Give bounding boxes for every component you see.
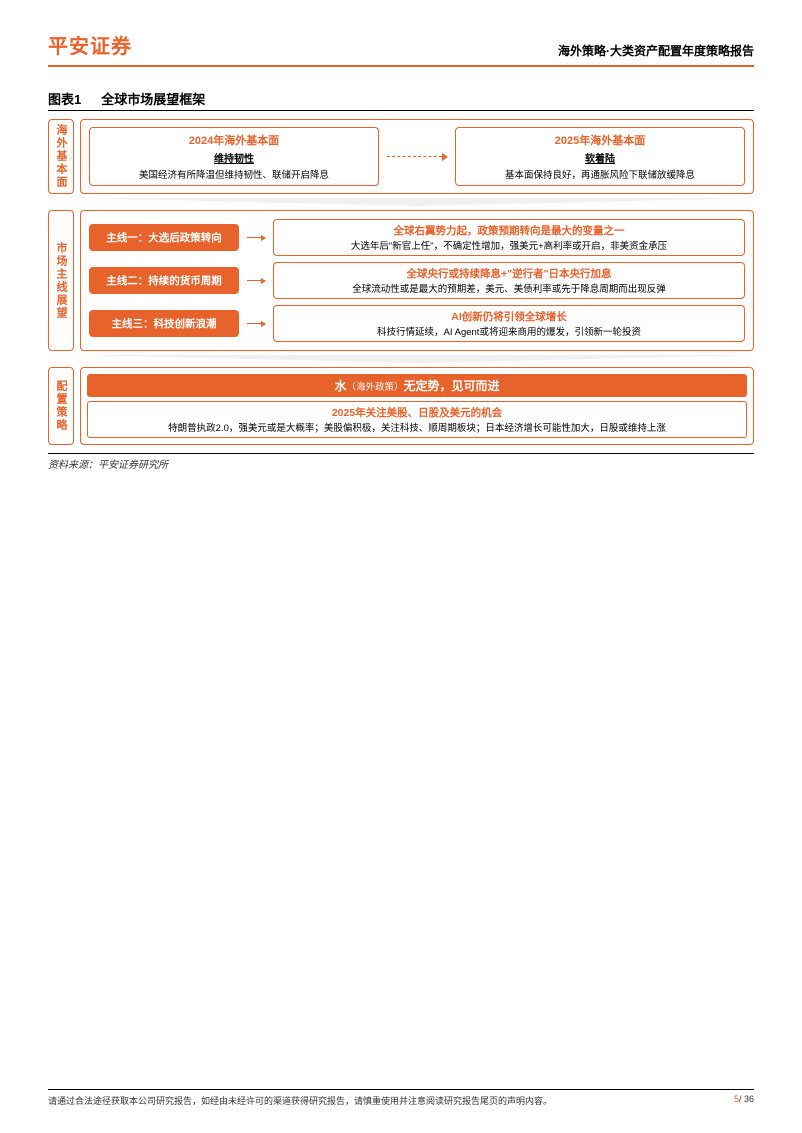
source-line: 资料来源：平安证券研究所	[48, 453, 754, 471]
fundamentals-vlabel-text: 海外基本面	[53, 124, 69, 189]
alloc-banner: 水（海外政策）无定势，见可而进	[87, 374, 747, 397]
page-total: 36	[744, 1094, 754, 1104]
fundamentals-row: 海外基本面 2024年海外基本面 维持韧性 美国经济有所降温但维持韧性、联储开启…	[48, 119, 754, 194]
themes-vlabel: 市场主线展望	[48, 210, 74, 351]
alloc-vlabel-text: 配置策略	[53, 380, 69, 432]
fund-2024-title: 2024年海外基本面	[96, 132, 372, 148]
framework-diagram: 海外基本面 2024年海外基本面 维持韧性 美国经济有所降温但维持韧性、联储开启…	[48, 119, 754, 445]
alloc-content: 水（海外政策）无定势，见可而进 2025年关注美股、日股及美元的机会 特朗普执政…	[80, 367, 754, 445]
fund-2025-desc: 基本面保持良好，再通胀风险下联储放缓降息	[462, 167, 738, 181]
arrow-icon	[247, 323, 265, 324]
alloc-sub-desc: 特朗普执政2.0，强美元或是大概率；美股偏积极，关注科技、顺周期板块；日本经济增…	[94, 420, 740, 434]
theme-2-box: 全球央行或持续降息+"逆行者"日本央行加息 全球流动性或是最大的预期差，美元、美…	[273, 262, 745, 299]
theme-3-desc: 科技行情延续，AI Agent或将迎来商用的爆发，引领新一轮投资	[280, 324, 738, 338]
down-connector-2	[80, 359, 754, 367]
chart-number: 图表1	[48, 92, 81, 107]
theme-2-desc: 全球流动性或是最大的预期差，美元、美债利率或先于降息周期而出现反弹	[280, 281, 738, 295]
arrow-icon	[247, 237, 265, 238]
theme-1-tag: 主线一：大选后政策转向	[89, 224, 239, 251]
theme-row-2: 主线二：持续的货币周期 全球央行或持续降息+"逆行者"日本央行加息 全球流动性或…	[89, 262, 745, 299]
alloc-sub-head: 2025年关注美股、日股及美元的机会	[94, 405, 740, 420]
theme-3-head: AI创新仍将引领全球增长	[280, 309, 738, 324]
fund-2024-desc: 美国经济有所降温但维持韧性、联储开启降息	[96, 167, 372, 181]
footer-disclaimer: 请通过合法途径获取本公司研究报告，如经由未经许可的渠道获得研究报告，请慎重使用并…	[48, 1094, 552, 1107]
themes-row: 市场主线展望 主线一：大选后政策转向 全球右翼势力起，政策预期转向是最大的变量之…	[48, 210, 754, 351]
allocation-row: 配置策略 水（海外政策）无定势，见可而进 2025年关注美股、日股及美元的机会 …	[48, 367, 754, 445]
page-number: 5/ 36	[734, 1094, 754, 1107]
dashed-arrow-icon	[387, 156, 447, 157]
page-footer: 请通过合法途径获取本公司研究报告，如经由未经许可的渠道获得研究报告，请慎重使用并…	[48, 1089, 754, 1107]
theme-2-head: 全球央行或持续降息+"逆行者"日本央行加息	[280, 266, 738, 281]
fund-2025-sub: 软着陆	[462, 150, 738, 165]
alloc-sub-box: 2025年关注美股、日股及美元的机会 特朗普执政2.0，强美元或是大概率；美股偏…	[87, 401, 747, 438]
theme-1-desc: 大选年后"新官上任"，不确定性增加，强美元+高利率或开启，非美资金承压	[280, 238, 738, 252]
theme-2-tag: 主线二：持续的货币周期	[89, 267, 239, 294]
theme-1-head: 全球右翼势力起，政策预期转向是最大的变量之一	[280, 223, 738, 238]
theme-row-3: 主线三：科技创新浪潮 AI创新仍将引领全球增长 科技行情延续，AI Agent或…	[89, 305, 745, 342]
theme-3-box: AI创新仍将引领全球增长 科技行情延续，AI Agent或将迎来商用的爆发，引领…	[273, 305, 745, 342]
alloc-vlabel: 配置策略	[48, 367, 74, 445]
arrow-icon	[247, 280, 265, 281]
themes-content: 主线一：大选后政策转向 全球右翼势力起，政策预期转向是最大的变量之一 大选年后"…	[80, 210, 754, 351]
themes-vlabel-text: 市场主线展望	[53, 242, 69, 320]
chart-name: 全球市场展望框架	[101, 92, 205, 107]
theme-row-1: 主线一：大选后政策转向 全球右翼势力起，政策预期转向是最大的变量之一 大选年后"…	[89, 219, 745, 256]
fundamentals-vlabel: 海外基本面	[48, 119, 74, 194]
fundamentals-content: 2024年海外基本面 维持韧性 美国经济有所降温但维持韧性、联储开启降息 202…	[80, 119, 754, 194]
fund-2025-box: 2025年海外基本面 软着陆 基本面保持良好，再通胀风险下联储放缓降息	[455, 127, 745, 186]
fund-2024-box: 2024年海外基本面 维持韧性 美国经济有所降温但维持韧性、联储开启降息	[89, 127, 379, 186]
report-category: 海外策略·大类资产配置年度策略报告	[558, 42, 754, 59]
alloc-banner-small: （海外政策）	[346, 382, 403, 393]
theme-1-box: 全球右翼势力起，政策预期转向是最大的变量之一 大选年后"新官上任"，不确定性增加…	[273, 219, 745, 256]
page-header: 平安证券 海外策略·大类资产配置年度策略报告	[48, 30, 754, 67]
company-logo: 平安证券	[48, 30, 132, 59]
fund-2025-title: 2025年海外基本面	[462, 132, 738, 148]
theme-3-tag: 主线三：科技创新浪潮	[89, 310, 239, 337]
chart-title-bar: 图表1 全球市场展望框架	[48, 89, 754, 111]
down-connector-1	[80, 202, 754, 210]
alloc-banner-rest: 无定势，见可而进	[404, 379, 500, 393]
alloc-banner-main: 水	[334, 379, 346, 393]
fund-2024-sub: 维持韧性	[96, 150, 372, 165]
